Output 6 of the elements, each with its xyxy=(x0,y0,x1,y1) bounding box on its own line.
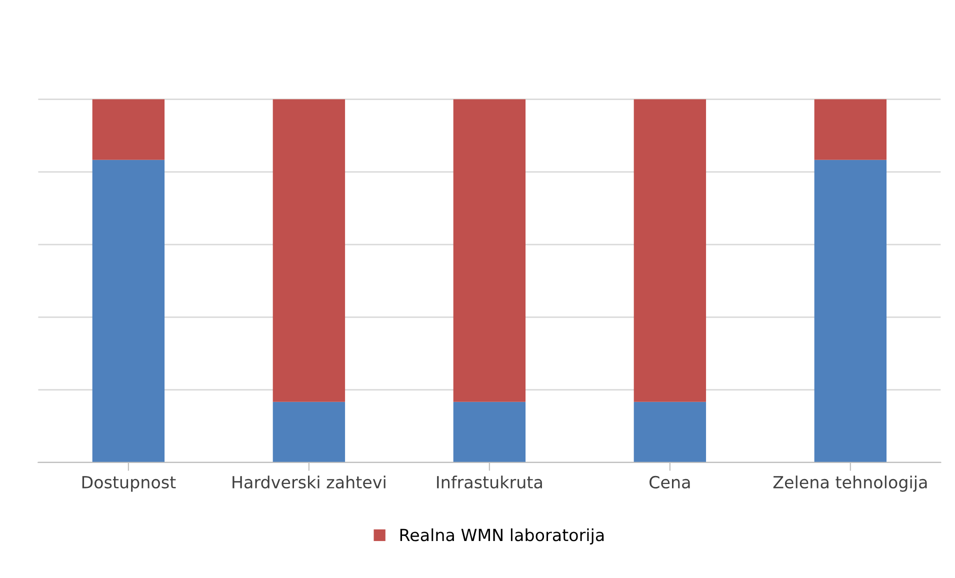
x-tick-label: Zelena tehnologija xyxy=(773,476,927,492)
x-tick-label: Dostupnost xyxy=(82,476,176,492)
x-tick-label: Cena xyxy=(650,476,690,488)
x-tick-label: Hardverski zahtevi xyxy=(232,476,386,488)
x-tick-label: Infrastukruta xyxy=(437,476,542,488)
legend-label: Realna WMN laboratorija xyxy=(400,528,604,545)
